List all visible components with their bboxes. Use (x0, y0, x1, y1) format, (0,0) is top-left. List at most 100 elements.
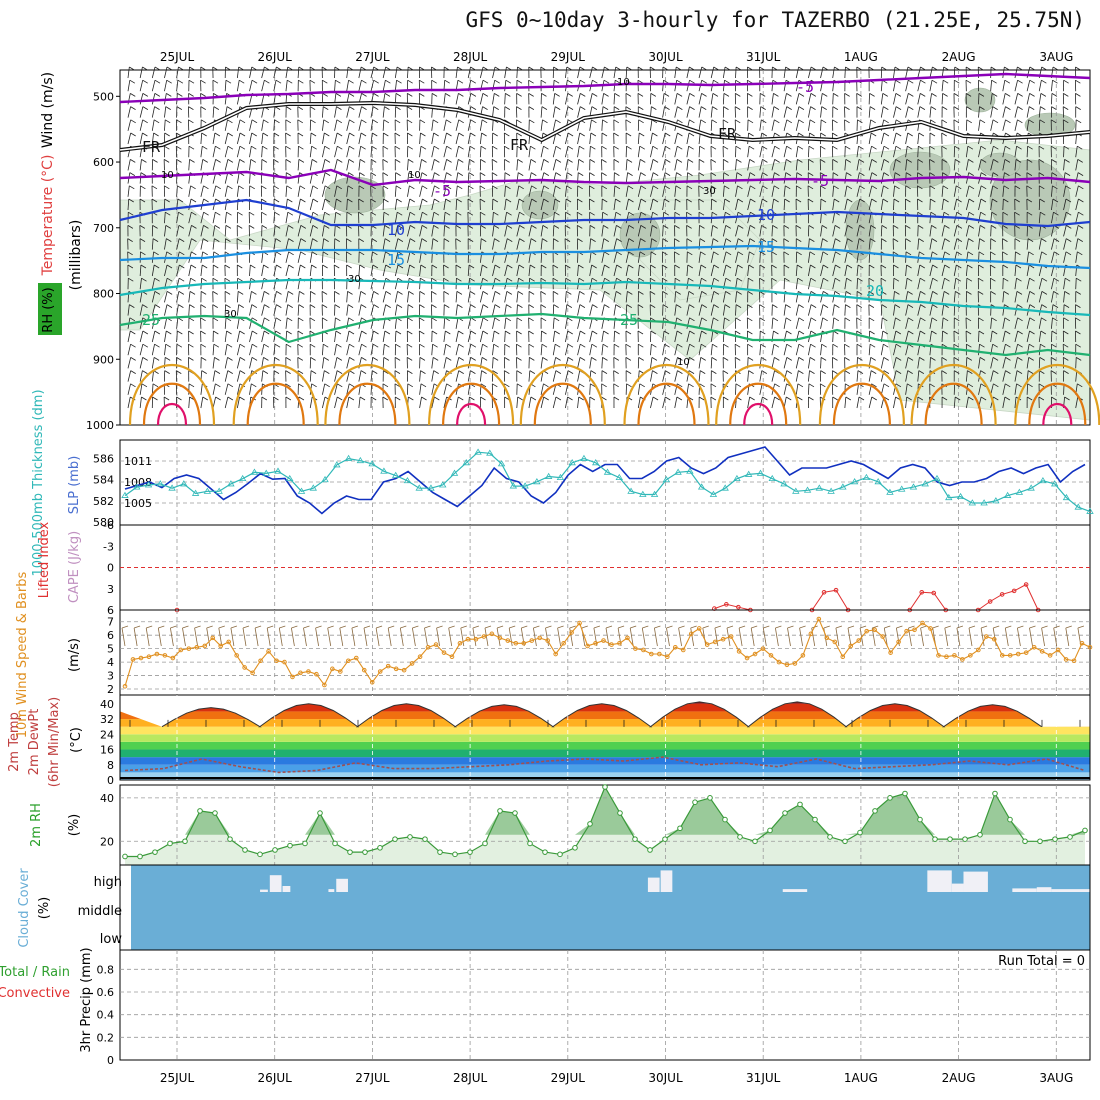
upper-wind-barb-flag (580, 93, 586, 97)
upper-wind-barb-flag (883, 185, 889, 190)
upper-wind-barb-flag (712, 238, 719, 242)
upper-wind-barb (382, 106, 385, 118)
upper-wind-barb (151, 132, 155, 145)
upper-wind-barb-flag (324, 370, 330, 374)
upper-wind-barb (261, 357, 264, 369)
upper-wind-barb-flag (965, 79, 972, 84)
contour-label--5: -5 (433, 182, 451, 200)
upper-wind-barb-flag (166, 264, 173, 269)
upper-wind-barb (905, 383, 908, 395)
upper-wind-barb-flag (1016, 277, 1022, 282)
upper-wind-barb (1014, 370, 1018, 382)
upper-wind-barb (443, 185, 447, 197)
wind10-barb-flag (605, 625, 613, 629)
upper-wind-barb (978, 106, 980, 118)
upper-wind-barb-flag (786, 93, 792, 97)
upper-wind-barb (832, 198, 835, 211)
upper-wind-barb (1002, 66, 1005, 79)
upper-wind-barb-flag (554, 211, 560, 216)
wind10-point (457, 640, 463, 646)
upper-wind-barb (832, 304, 835, 316)
upper-wind-barb-flag (663, 330, 670, 335)
upper-wind-barb-flag (542, 238, 548, 242)
upper-wind-barb (200, 383, 203, 395)
upper-wind-barb-flag (215, 396, 221, 401)
upper-wind-barb-flag (154, 277, 160, 282)
upper-wind-barb (407, 251, 411, 263)
wind10-barb-flag (1029, 625, 1036, 629)
temp-contour-15 (119, 244, 1091, 270)
wind10-barb-flag (569, 625, 576, 629)
upper-wind-barb-flag (1015, 159, 1022, 163)
upper-wind-barb-flag (203, 185, 209, 190)
upper-wind-barb-flag (433, 225, 439, 229)
upper-wind-barb-flag (142, 304, 148, 308)
upper-wind-barb (200, 185, 204, 197)
upper-wind-barb-flag (543, 185, 549, 190)
upper-wind-barb (832, 278, 836, 290)
upper-wind-barb-flag (516, 132, 522, 137)
upper-wind-barb (200, 159, 204, 171)
upper-wind-barb-flag (382, 145, 389, 150)
upper-wind-barb-flag (869, 93, 875, 97)
upper-wind-barb (1014, 172, 1016, 184)
upper-wind-barb (565, 383, 569, 395)
upper-wind-barb-flag (675, 185, 682, 190)
upper-wind-barb (662, 198, 665, 211)
upper-wind-barb-flag (918, 370, 925, 374)
upper-wind-barb-flag (200, 106, 207, 110)
upper-wind-barb-flag (419, 119, 426, 124)
upper-wind-barb-flag (397, 291, 403, 295)
upper-wind-barb-flag (835, 238, 841, 242)
upper-wind-barb (370, 344, 374, 356)
wind10-barb-flag (448, 625, 455, 629)
upper-wind-barb (273, 238, 277, 250)
upper-wind-barb (431, 159, 435, 171)
upper-wind-barb-flag (555, 145, 562, 150)
wind10-point (178, 647, 184, 653)
upper-wind-barb (552, 198, 556, 211)
upper-wind-barb (965, 396, 969, 409)
upper-wind-barb (1002, 106, 1006, 118)
upper-wind-barb (601, 330, 604, 343)
upper-wind-barb-flag (917, 198, 923, 203)
upper-wind-barb (990, 370, 994, 382)
wind10-tick-7: 7 (107, 616, 114, 629)
upper-wind-barb (139, 264, 142, 277)
upper-wind-barb-flag (421, 172, 428, 176)
date-label-top-2AUG: 2AUG (942, 50, 976, 64)
upper-wind-barb-flag (176, 159, 182, 163)
upper-wind-barb-flag (322, 79, 328, 84)
upper-wind-barb-flag (177, 185, 183, 190)
upper-wind-barb (431, 370, 435, 382)
upper-wind-barb-flag (956, 225, 963, 229)
thickness-point (509, 482, 518, 489)
upper-wind-barb-flag (616, 225, 622, 229)
upper-wind-barb-flag (163, 159, 170, 163)
upper-wind-barb (176, 264, 180, 277)
wind10-point (1023, 650, 1029, 655)
upper-wind-barb-flag (239, 396, 245, 401)
upper-wind-barb (747, 396, 751, 409)
upper-wind-barb-flag (823, 291, 829, 295)
wind10-point (266, 649, 271, 654)
upper-wind-barb-flag (349, 132, 355, 137)
upper-wind-barb-flag (384, 225, 390, 229)
upper-wind-barb-flag (760, 251, 766, 256)
upper-wind-barb (565, 146, 569, 158)
upper-wind-barb (358, 159, 361, 171)
upper-wind-barb-flag (457, 79, 464, 84)
upper-wind-barb (893, 304, 896, 316)
rh2m-point (962, 836, 968, 842)
upper-wind-barb-flag (882, 330, 889, 335)
upper-wind-barb (698, 357, 702, 369)
upper-wind-barb-flag (383, 370, 389, 374)
rh-contour-label: 10 (617, 77, 630, 88)
upper-wind-barb-flag (264, 66, 270, 71)
upper-wind-barb (795, 106, 800, 118)
upper-wind-barb (212, 383, 216, 395)
upper-wind-barb-flag (360, 145, 366, 150)
upper-wind-barb-flag (870, 119, 876, 124)
upper-wind-barb-flag (129, 66, 135, 71)
lifted-index-segment (909, 591, 947, 611)
